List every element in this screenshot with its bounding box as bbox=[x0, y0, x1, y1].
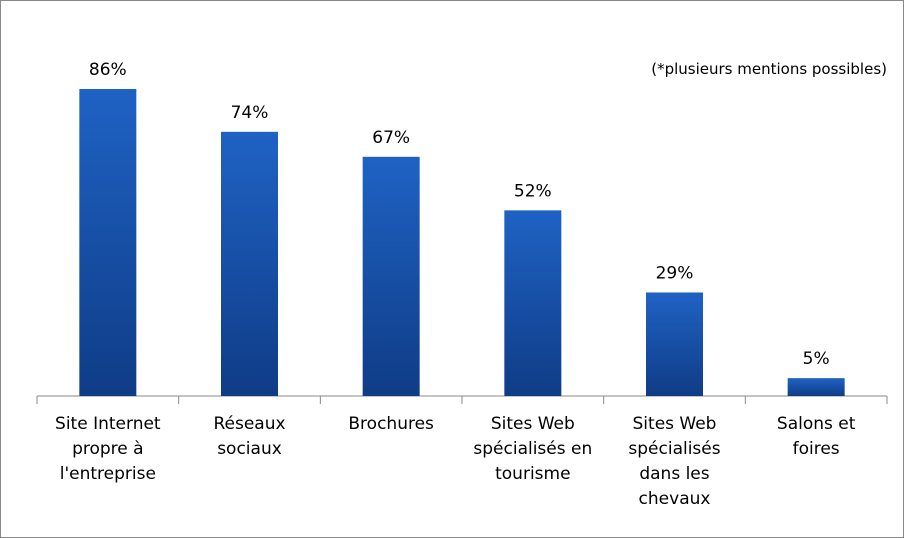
value-label: 74% bbox=[231, 103, 269, 123]
value-label: 5% bbox=[803, 349, 830, 369]
x-tick-label: Sites Web spécialisés dans les chevaux bbox=[628, 414, 721, 509]
annotation: (*plusieurs mentions possibles) bbox=[651, 60, 887, 78]
bar bbox=[787, 378, 845, 396]
value-label: 67% bbox=[372, 128, 410, 148]
bar bbox=[79, 88, 137, 396]
bar bbox=[646, 292, 703, 396]
x-tick-label: Salons et foires bbox=[776, 414, 856, 459]
bar bbox=[504, 210, 562, 396]
bar bbox=[362, 156, 420, 396]
value-label: 52% bbox=[514, 181, 552, 201]
x-tick-label: Réseaux sociaux bbox=[213, 414, 286, 459]
x-tick-label: Brochures bbox=[348, 414, 434, 434]
bar bbox=[221, 131, 278, 396]
x-tick-label: Site Internet propre à l'entreprise bbox=[55, 414, 161, 484]
value-label: 86% bbox=[89, 60, 127, 80]
x-tick-label: Sites Web spécialisés en tourisme bbox=[473, 414, 593, 484]
value-label: 29% bbox=[656, 263, 694, 283]
